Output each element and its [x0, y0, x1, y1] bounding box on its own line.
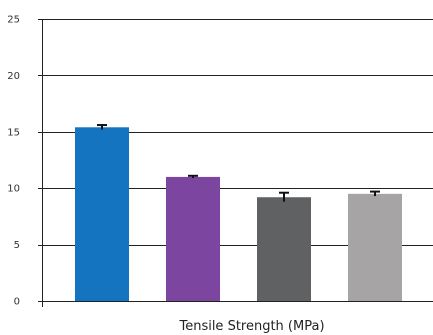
- bar: [348, 193, 402, 301]
- y-tick-label: 5: [14, 240, 20, 251]
- error-bars: [97, 124, 380, 202]
- bars: [75, 127, 402, 302]
- y-tick-label: 10: [7, 184, 20, 195]
- bar: [257, 197, 311, 301]
- x-axis-title: Tensile Strength (MPa): [178, 319, 324, 334]
- y-tick-label: 25: [7, 15, 20, 26]
- y-tick-labels: 0 5 10 15 20 25: [7, 15, 20, 308]
- bar: [166, 176, 220, 301]
- bar: [75, 127, 129, 302]
- y-tick-label: 0: [14, 297, 20, 308]
- y-tick-label: 15: [7, 127, 20, 138]
- y-tick-label: 20: [7, 71, 20, 82]
